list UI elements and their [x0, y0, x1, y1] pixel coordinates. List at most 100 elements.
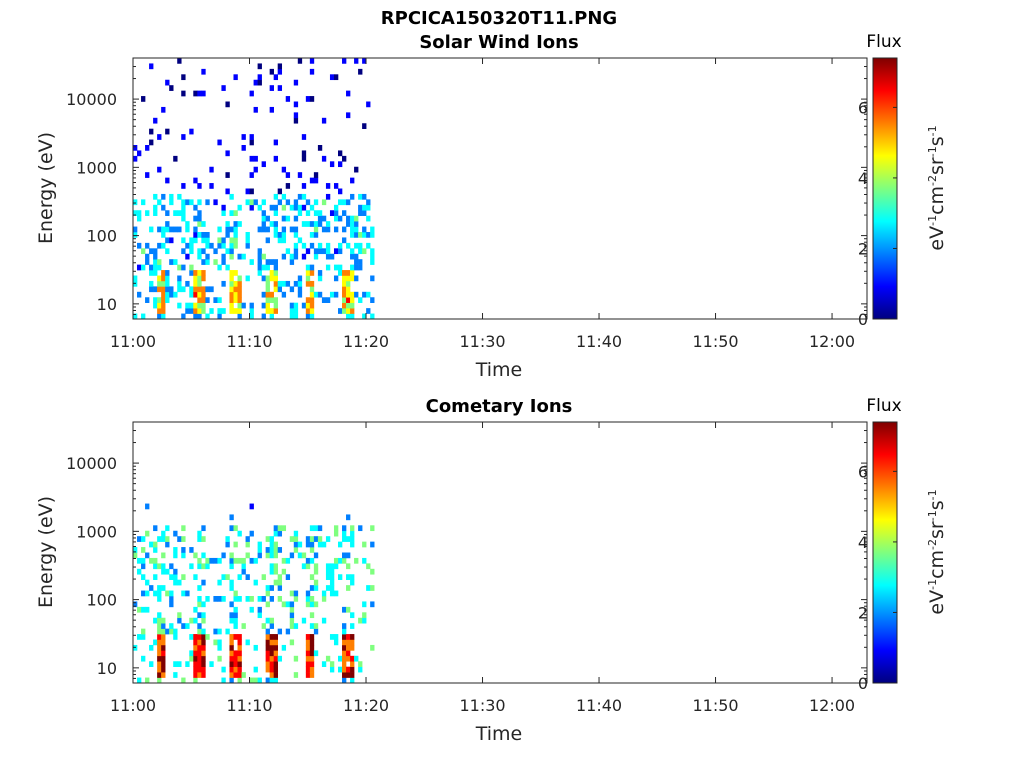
x-tick-label: 11:20	[343, 332, 389, 351]
heatmap-cell	[209, 661, 214, 667]
heatmap-cell	[157, 677, 162, 684]
heatmap-cell	[313, 248, 319, 255]
heatmap-cell	[354, 221, 359, 227]
heatmap-cell	[157, 242, 162, 249]
heatmap-cell	[165, 280, 170, 287]
heatmap-cell	[346, 291, 351, 298]
heatmap-cell	[229, 655, 234, 662]
heatmap-cell	[261, 226, 266, 233]
heatmap-cell	[241, 563, 246, 570]
heatmap-cell	[313, 525, 319, 532]
heatmap-cell	[273, 661, 278, 667]
heatmap-cell	[273, 232, 278, 238]
heatmap-cell	[185, 199, 190, 206]
heatmap-cell	[169, 628, 174, 635]
heatmap-cell	[342, 199, 347, 206]
heatmap-cell	[141, 634, 146, 640]
heatmap-cell	[305, 221, 311, 227]
heatmap-cell	[153, 547, 158, 553]
heatmap-cell	[329, 210, 335, 216]
heatmap-cell	[217, 242, 222, 249]
heatmap-cell	[233, 590, 238, 597]
heatmap-cell	[201, 90, 206, 97]
heatmap-cell	[197, 639, 202, 646]
heatmap-cell	[189, 291, 194, 298]
heatmap-cell	[145, 210, 150, 216]
heatmap-cell	[305, 199, 311, 206]
heatmap-cell	[257, 264, 262, 271]
heatmap-cell	[217, 557, 222, 564]
heatmap-cell	[201, 579, 206, 586]
heatmap-cell	[201, 525, 206, 532]
heatmap-cell	[257, 541, 262, 548]
heatmap-cell	[261, 210, 266, 216]
heatmap-cell	[269, 666, 274, 673]
heatmap-cell	[346, 221, 351, 227]
heatmap-cell	[289, 601, 295, 608]
heatmap-cell	[189, 248, 194, 255]
heatmap-cell	[165, 541, 170, 548]
heatmap-cell	[358, 617, 363, 624]
heatmap-cell	[354, 253, 359, 260]
heatmap-cell	[201, 552, 206, 559]
heatmap-cell	[181, 90, 186, 97]
heatmap-cell	[313, 585, 319, 591]
heatmap-cell	[141, 590, 146, 597]
heatmap-cell	[193, 215, 198, 222]
heatmap-cell	[225, 264, 230, 271]
heatmap-cell	[177, 302, 182, 309]
heatmap-cell	[289, 552, 295, 559]
heatmap-cell	[329, 661, 335, 667]
heatmap-cells	[133, 503, 375, 684]
heatmap-cell	[197, 650, 202, 657]
heatmap-cell	[177, 226, 182, 233]
heatmap-cell	[181, 210, 186, 216]
heatmap-cell	[358, 259, 363, 265]
heatmap-cell	[362, 204, 367, 211]
heatmap-cell	[350, 525, 355, 532]
heatmap-cell	[133, 601, 138, 608]
heatmap-cell	[289, 536, 295, 542]
heatmap-cell	[269, 596, 274, 602]
heatmap-cell	[141, 199, 146, 206]
heatmap-cell	[366, 215, 371, 222]
heatmap-cell	[185, 302, 190, 309]
heatmap-cell	[309, 639, 315, 646]
heatmap-cell	[177, 617, 182, 624]
heatmap-cell	[309, 601, 315, 608]
heatmap-cell	[261, 253, 266, 260]
heatmap-cell	[145, 552, 150, 559]
heatmap-cell	[309, 596, 315, 602]
heatmap-cell	[201, 628, 206, 635]
heatmap-cell	[177, 286, 182, 293]
heatmap-cell	[273, 579, 278, 586]
heatmap-cell	[350, 634, 355, 640]
heatmap-cell	[161, 585, 166, 591]
heatmap-cell	[370, 585, 375, 591]
heatmap-cell	[346, 655, 351, 662]
heatmap-cell	[233, 270, 238, 276]
heatmap-cell	[161, 650, 166, 657]
heatmap-cell	[169, 237, 174, 244]
heatmap-cell	[362, 313, 367, 320]
heatmap-cell	[257, 606, 262, 613]
heatmap-cell	[265, 601, 270, 608]
heatmap-cell	[169, 601, 174, 608]
heatmap-cell	[197, 248, 202, 255]
heatmap-cell	[145, 172, 150, 178]
heatmap-cell	[313, 601, 319, 608]
heatmap-cell	[229, 242, 234, 249]
heatmap-cell	[157, 313, 162, 320]
heatmap-cell	[161, 568, 166, 575]
heatmap-cell	[366, 563, 371, 570]
heatmap-cell	[305, 590, 311, 597]
heatmap-cell	[277, 286, 283, 293]
heatmap-cell	[273, 655, 278, 662]
heatmap-cell	[269, 221, 274, 227]
heatmap-cell	[329, 253, 335, 260]
heatmap-cell	[338, 541, 343, 548]
heatmap-cell	[157, 634, 162, 640]
heatmap-cell	[193, 232, 198, 238]
heatmap-cell	[213, 628, 218, 635]
heatmap-cell	[273, 226, 278, 233]
